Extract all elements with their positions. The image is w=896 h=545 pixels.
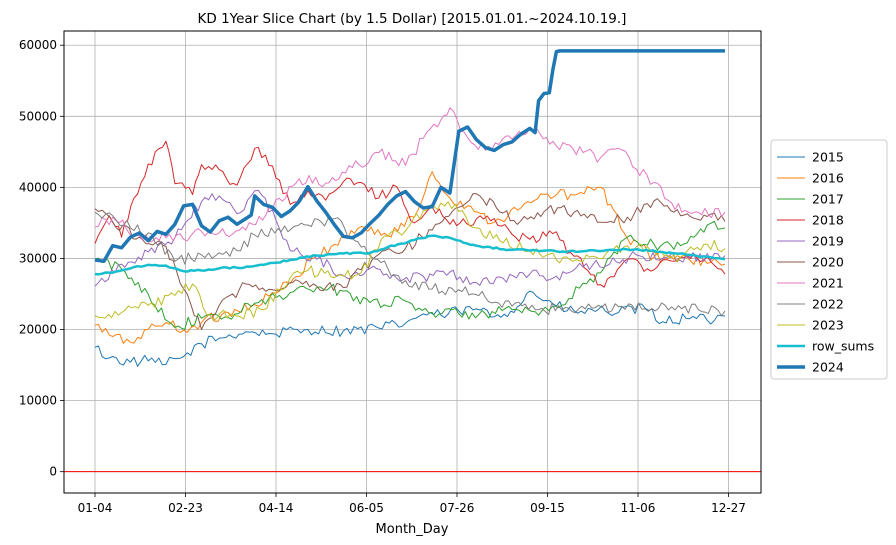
x-tick-label: 04-14 <box>259 501 294 515</box>
legend-label: 2015 <box>812 150 844 165</box>
plot-area-frame <box>63 30 762 494</box>
y-tick-label: 50000 <box>19 109 57 123</box>
x-tick-label: 12-27 <box>711 501 746 515</box>
series-line-2023 <box>94 201 726 322</box>
legend-label: 2021 <box>812 276 844 291</box>
legend-frame <box>770 139 888 380</box>
legend-label: 2019 <box>812 234 844 249</box>
series-line-2022 <box>94 211 726 317</box>
x-tick-label: 07-26 <box>440 501 475 515</box>
y-tick-label: 10000 <box>19 394 57 408</box>
legend-label: 2018 <box>812 213 844 228</box>
y-tick-label: 30000 <box>19 251 57 265</box>
series-line-2017 <box>94 220 726 330</box>
chart-title: KD 1Year Slice Chart (by 1.5 Dollar) [20… <box>198 11 627 27</box>
series-line-2016 <box>94 171 726 344</box>
series-line-2018 <box>94 140 726 288</box>
x-tick-label: 01-04 <box>78 501 113 515</box>
x-tick-label: 11-06 <box>621 501 656 515</box>
x-tick-label: 09-15 <box>530 501 565 515</box>
legend-label: 2020 <box>812 255 844 270</box>
y-tick-label: 0 <box>49 465 57 479</box>
gridlines <box>64 31 761 493</box>
x-tick-label: 06-05 <box>349 501 384 515</box>
y-tick-label: 60000 <box>19 38 57 52</box>
series-line-2020 <box>94 193 726 330</box>
x-tick-label: 02-23 <box>168 501 203 515</box>
legend: 2015 2016 2017 2018 2019 2020 2021 2022 2023 row_… <box>770 139 888 380</box>
legend-items: 2015 2016 2017 2018 2019 2020 2021 2022 2023 row_… <box>777 150 874 375</box>
legend-label: row_sums <box>812 339 874 354</box>
legend-label: 2016 <box>812 171 844 186</box>
y-tick-label: 40000 <box>19 180 57 194</box>
series-line-2019 <box>94 189 726 287</box>
legend-label: 2017 <box>812 192 844 207</box>
series-lines <box>94 49 726 367</box>
y-tick-label: 20000 <box>19 323 57 337</box>
x-axis-label: Month_Day <box>376 522 449 537</box>
legend-label: 2024 <box>812 360 844 375</box>
series-line-2021 <box>94 107 726 243</box>
y-axis: 0 10000 20000 30000 40000 50000 60000 <box>19 38 64 479</box>
series-line-row-sums <box>94 234 726 276</box>
legend-label: 2022 <box>812 297 844 312</box>
x-axis: 01-04 02-23 04-14 06-05 07-26 09-15 11-06 12-27 <box>78 493 746 515</box>
series-line-2015 <box>94 290 726 367</box>
series-line-2024 <box>94 49 725 264</box>
legend-label: 2023 <box>812 318 844 333</box>
